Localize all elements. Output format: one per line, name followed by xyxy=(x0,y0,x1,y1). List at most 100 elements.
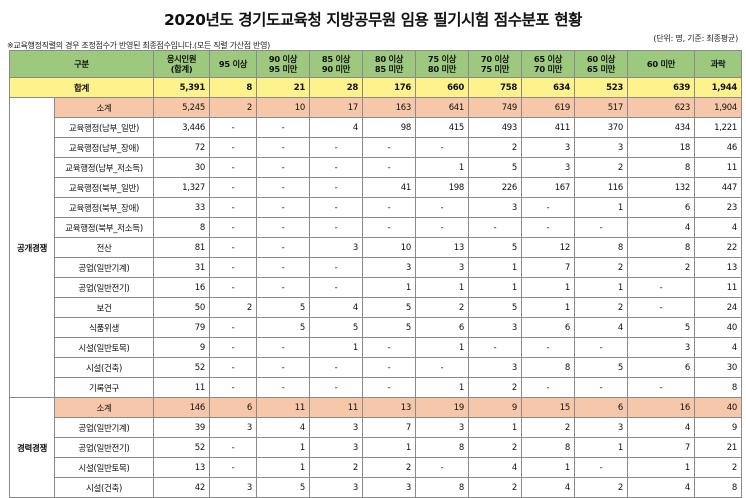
table-cell: 5 xyxy=(468,237,523,258)
column-header-line: 구분 xyxy=(74,59,89,69)
table-cell: 8 xyxy=(694,477,743,498)
total-cell: 523 xyxy=(574,77,629,98)
table-cell: 3 xyxy=(209,477,258,498)
column-header-line: 90 이상 xyxy=(268,54,298,64)
total-cell: 758 xyxy=(468,77,523,98)
table-cell: 13 xyxy=(153,457,211,478)
group-label: 공개경쟁 xyxy=(9,97,55,398)
column-header-line: 95 이상 xyxy=(218,59,248,69)
row-label: 시설(일반토목) xyxy=(53,337,155,358)
table-cell: 2 xyxy=(521,417,576,438)
table-cell: - xyxy=(209,377,258,398)
table-cell: 5 xyxy=(362,297,417,318)
table-cell: 163 xyxy=(362,97,417,118)
table-cell: - xyxy=(415,137,470,158)
column-header-line: 80 미만 xyxy=(427,64,457,74)
table-cell: 11 xyxy=(309,397,364,418)
table-cell: 3 xyxy=(627,337,696,358)
table-cell: 1 xyxy=(362,277,417,298)
column-header-line: 70 이상 xyxy=(480,54,510,64)
total-cell: 8 xyxy=(209,77,258,98)
table-cell: 4 xyxy=(309,297,364,318)
table-cell: - xyxy=(209,457,258,478)
row-label: 전산 xyxy=(53,237,155,258)
row-label: 시설(일반토목) xyxy=(53,457,155,478)
table-cell: 1,221 xyxy=(694,117,743,138)
table-cell: 3 xyxy=(574,417,629,438)
column-header: 85 이상 90 미만 xyxy=(309,50,364,78)
table-cell: 81 xyxy=(153,237,211,258)
table-cell: - xyxy=(256,377,311,398)
row-label: 보건 xyxy=(53,297,155,318)
table-cell: - xyxy=(256,157,311,178)
table-row: 공업(일반전기) 16- - -1 1 1 1 1-11 xyxy=(10,277,743,298)
table-cell: - xyxy=(209,197,258,218)
total-cell: 639 xyxy=(627,77,696,98)
table-cell: - xyxy=(309,197,364,218)
table-cell: 8 xyxy=(574,237,629,258)
table-row: 시설(건축) 52- - - - -3 8 5 6 30 xyxy=(10,357,743,378)
table-cell: 415 xyxy=(415,117,470,138)
table-cell: 42 xyxy=(153,477,211,498)
table-cell: 2 xyxy=(468,477,523,498)
table-cell: - xyxy=(309,377,364,398)
table-cell: 146 xyxy=(153,397,211,418)
table-cell: 4 xyxy=(468,457,523,478)
table-cell: - xyxy=(256,277,311,298)
row-label: 교육행정(남부_일반) xyxy=(53,117,155,138)
row-label: 소계 xyxy=(53,397,155,418)
table-cell: 8 xyxy=(694,377,743,398)
table-cell: 198 xyxy=(415,177,470,198)
table-cell: 1 xyxy=(521,457,576,478)
table-cell: 1 xyxy=(521,297,576,318)
table-cell: - xyxy=(209,237,258,258)
table-cell: 1 xyxy=(521,277,576,298)
table-cell: 4 xyxy=(627,477,696,498)
table-cell: - xyxy=(209,177,258,198)
table-cell: - xyxy=(415,457,470,478)
table-cell: 641 xyxy=(415,97,470,118)
table-cell: 40 xyxy=(694,397,743,418)
table-cell: 30 xyxy=(153,157,211,178)
table-cell: 5 xyxy=(309,317,364,338)
table-cell: 30 xyxy=(694,357,743,378)
table-cell: 411 xyxy=(521,117,576,138)
table-cell: - xyxy=(415,357,470,378)
table-cell: 11 xyxy=(694,157,743,178)
row-label: 시설(건축) xyxy=(53,477,155,498)
table-cell: 7 xyxy=(521,257,576,278)
column-header-line: 80 이상 xyxy=(374,54,404,64)
table-cell: - xyxy=(362,377,417,398)
total-row: 합계 5,391 8 21 28 176 660 758 634 523 639 1,944 xyxy=(8,77,743,98)
table-cell: 8 xyxy=(521,437,576,458)
table-cell: 2 xyxy=(468,137,523,158)
unit-note: (단위: 명, 기준: 최종평균) xyxy=(653,34,738,43)
table-cell: 4 xyxy=(256,417,311,438)
column-header: 구분 xyxy=(8,50,155,78)
row-label: 교육행정(북부_장애) xyxy=(53,197,155,218)
table-cell: 447 xyxy=(694,177,743,198)
table-row: 교육행정(남부_일반) 3,446- -4 98 415 493 411 370 434 1,22… xyxy=(10,117,743,138)
table-cell: 6 xyxy=(574,397,629,418)
table-cell: 2 xyxy=(362,457,417,478)
table-cell: 1 xyxy=(362,437,417,458)
table-cell: 1 xyxy=(574,277,629,298)
table-cell: - xyxy=(256,217,311,238)
table-cell: 2 xyxy=(694,457,743,478)
table-cell: 41 xyxy=(362,177,417,198)
table-cell: 1,327 xyxy=(153,177,211,198)
table-cell: - xyxy=(256,357,311,378)
table-cell: - xyxy=(627,297,696,318)
table-cell: 7 xyxy=(362,417,417,438)
column-header: 65 이상 70 미만 xyxy=(521,50,576,78)
table-cell: 1,904 xyxy=(694,97,743,118)
column-header: 75 이상 80 미만 xyxy=(415,50,470,78)
table-header: 구분 응시인원 (합계) 95 이상 90 이상 95 미만 85 이상 90 미만 80 이상… xyxy=(8,50,743,78)
table-cell: 6 xyxy=(627,357,696,378)
row-label: 교육행정(남부_장애) xyxy=(53,137,155,158)
table-cell: 8 xyxy=(415,477,470,498)
table-cell: 2 xyxy=(574,477,629,498)
table-cell: 13 xyxy=(694,257,743,278)
column-header-line: 60 이상 xyxy=(586,54,616,64)
table-cell: - xyxy=(256,337,311,358)
